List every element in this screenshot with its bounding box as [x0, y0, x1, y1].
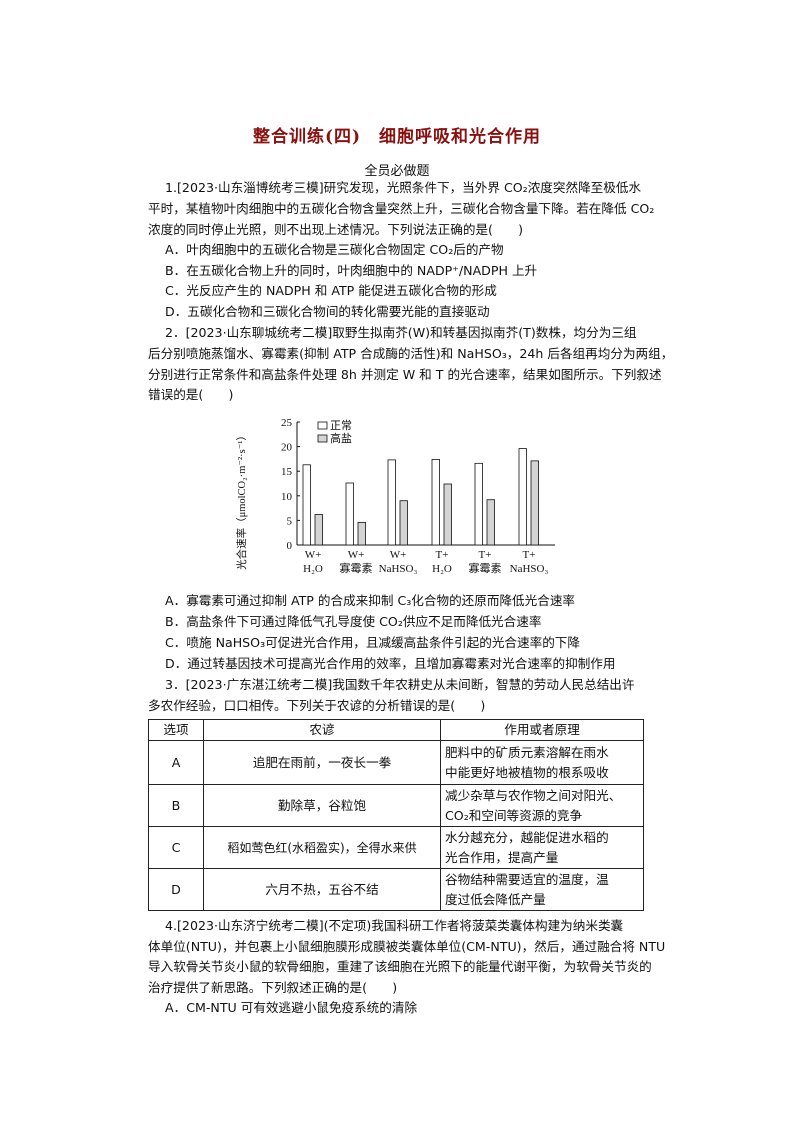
page-title: 整合训练(四) 细胞呼吸和光合作用: [252, 127, 542, 147]
option-b: B．在五碳化合物上升的同时，叶肉细胞中的 NADP⁺/NADPH 上升: [165, 263, 538, 278]
question-text: 3．[2023·广东湛江统考二模]我国数千年农耕史从未间断，智慧的劳动人民总结出…: [165, 677, 635, 692]
header-cell: 作用或者原理: [440, 719, 644, 741]
option-a: A．叶肉细胞中的五碳化合物是三碳化合物固定 CO₂后的产物: [165, 242, 504, 257]
legend-label: 高盐: [330, 431, 352, 445]
principle-line: 谷物结种需要适宜的温度，温: [445, 871, 609, 887]
bar-normal: [518, 448, 527, 546]
option-d: D．五碳化合物和三碳化合物间的转化需要光能的直接驱动: [165, 304, 490, 319]
principle-cell: 谷物结种需要适宜的温度，温 度过低会降低产量: [440, 868, 644, 911]
bar-normal: [431, 458, 440, 546]
question-text: 浓度的同时停止光照，则不出现上述情况。下列说法正确的是( ): [148, 222, 524, 237]
x-tick-label: T+: [523, 549, 536, 561]
bar-normal: [345, 482, 354, 546]
principle-line: 度过低会降低产量: [445, 891, 546, 907]
y-tick-label: 15: [281, 466, 293, 478]
option-cell: A: [148, 740, 204, 785]
bar-high-salt: [357, 521, 366, 546]
bar-normal: [474, 462, 483, 546]
legend-swatch-normal: [317, 421, 328, 430]
principle-cell: 水分越充分，越能促进水稻的 光合作用，提高产量: [440, 826, 644, 869]
bar-high-salt: [486, 499, 495, 546]
option-a: A．CM-NTU 可有效逃避小鼠免疫系统的清除: [165, 1000, 418, 1015]
x-tick-label: 寡霉素: [340, 561, 373, 575]
bar-chart: 0 5 10 15 20 25 光合速率（μmolCO₂·m⁻²·s⁻¹） 正常 高盐 W…: [235, 417, 555, 575]
x-tick-label: 寡霉素: [469, 561, 502, 575]
principle-line: 水分越充分，越能促进水稻的: [445, 829, 609, 845]
bar-high-salt: [314, 514, 323, 546]
question-text: 后分别喷施蒸馏水、寡霉素(抑制 ATP 合成酶的活性)和 NaHSO₃，24h …: [148, 346, 674, 361]
option-c: C．喷施 NaHSO₃可促进光合作用，且减缓高盐条件引起的光合速率的下降: [165, 635, 580, 650]
x-tick-label: T+: [436, 549, 449, 561]
table-header: 选项 农谚 作用或者原理: [148, 719, 644, 741]
y-tick-label: 5: [287, 515, 293, 527]
question-text: 平时，某植物叶肉细胞中的五碳化合物含量突然上升，三碳化合物含量下降。若在降低 C…: [148, 201, 655, 216]
y-tick-label: 0: [287, 540, 293, 552]
y-tick-label: 25: [281, 417, 293, 429]
principle-cell: 肥料中的矿质元素溶解在雨水 中能更好地被植物的根系吸收: [440, 740, 644, 785]
y-tick-label: 10: [281, 491, 293, 503]
table-row: B 勤除草，谷粒饱 减少杂草与农作物之间对阳光、 CO₂和空间等资源的竞争: [148, 784, 644, 827]
x-tick-label: W+: [305, 549, 322, 561]
question-text: 2．[2023·山东聊城统考二模]取野生拟南芥(W)和转基因拟南芥(T)数株，均…: [165, 325, 637, 340]
header-cell: 农谚: [203, 719, 441, 741]
question-text: 体单位(NTU)，并包裹上小鼠细胞膜形成膜被类囊体单位(CM-NTU)，然后，通…: [148, 939, 666, 954]
x-tick-label: H₂O: [303, 563, 323, 575]
x-tick-label: H₂O: [432, 563, 452, 575]
principle-cell: 减少杂草与农作物之间对阳光、 CO₂和空间等资源的竞争: [440, 784, 644, 827]
option-d: D．通过转基因技术可提高光合作用的效率，且增加寡霉素对光合速率的抑制作用: [165, 656, 616, 671]
question-text: 多农作经验，口口相传。下列关于农谚的分析错误的是( ): [148, 698, 486, 713]
question-text: 错误的是( ): [148, 387, 234, 402]
y-axis-label: 光合速率（μmolCO₂·m⁻²·s⁻¹）: [235, 430, 248, 570]
table-row: D 六月不热，五谷不结 谷物结种需要适宜的温度，温 度过低会降低产量: [148, 868, 644, 911]
question-text: 分别进行正常条件和高盐条件处理 8h 并测定 W 和 T 的光合速率，结果如图所…: [148, 367, 662, 382]
y-tick-label: 20: [281, 442, 293, 454]
proverb-table: 选项 农谚 作用或者原理 A 追肥在雨前，一夜长一拳 肥料中的矿质元素溶解在雨水…: [148, 719, 644, 911]
section-heading: 全员必做题: [364, 164, 430, 179]
question-text: 导入软骨关节炎小鼠的软骨细胞，重建了该细胞在光照下的能量代谢平衡，为软骨关节炎的: [148, 959, 652, 974]
bar-high-salt: [399, 500, 408, 546]
legend-label: 正常: [330, 419, 352, 432]
table-row: A 追肥在雨前，一夜长一拳 肥料中的矿质元素溶解在雨水 中能更好地被植物的根系吸收: [148, 740, 644, 785]
proverb-cell: 稻如莺色红(水稻盈实)，全得水来供: [203, 826, 441, 869]
proverb-cell: 追肥在雨前，一夜长一拳: [203, 740, 441, 785]
proverb-cell: 六月不热，五谷不结: [203, 868, 441, 911]
legend-swatch-salt: [317, 434, 328, 443]
principle-line: 肥料中的矿质元素溶解在雨水: [445, 744, 609, 760]
option-c: C．光反应产生的 NADPH 和 ATP 能促进五碳化合物的形成: [165, 283, 497, 298]
question-text: 治疗提供了新思路。下列叙述正确的是( ): [148, 980, 398, 995]
question-text: 4.[2023·山东济宁统考二模](不定项)我国科研工作者将菠菜类囊体构建为纳米…: [165, 918, 624, 933]
option-a: A．寡霉素可通过抑制 ATP 的合成来抑制 C₃化合物的还原而降低光合速率: [165, 593, 576, 608]
header-cell: 选项: [148, 719, 204, 741]
option-cell: D: [148, 868, 204, 911]
legend: 正常 高盐: [317, 419, 352, 445]
principle-line: 减少杂草与农作物之间对阳光、: [445, 787, 622, 803]
option-b: B．高盐条件下可通过降低气孔导度使 CO₂供应不足而降低光合速率: [165, 614, 542, 629]
table-row: C 稻如莺色红(水稻盈实)，全得水来供 水分越充分，越能促进水稻的 光合作用，提高…: [148, 826, 644, 869]
x-tick-label: T+: [479, 549, 492, 561]
option-cell: C: [148, 826, 204, 869]
x-tick-label: W+: [348, 549, 365, 561]
x-tick-label: NaHSO₃: [379, 563, 418, 575]
bar-high-salt: [530, 460, 539, 546]
proverb-cell: 勤除草，谷粒饱: [203, 784, 441, 827]
principle-line: 中能更好地被植物的根系吸收: [445, 764, 609, 780]
option-cell: B: [148, 784, 204, 827]
x-tick-label: W+: [390, 549, 407, 561]
x-tick-label: NaHSO₃: [510, 563, 549, 575]
bar-normal: [302, 464, 311, 546]
bar-normal: [387, 459, 396, 546]
bar-high-salt: [443, 483, 452, 546]
question-text: 1.[2023·山东淄博统考三模]研究发现，光照条件下，当外界 CO₂浓度突然降…: [165, 180, 642, 195]
principle-line: 光合作用，提高产量: [445, 849, 559, 865]
principle-line: CO₂和空间等资源的竞争: [445, 807, 583, 823]
